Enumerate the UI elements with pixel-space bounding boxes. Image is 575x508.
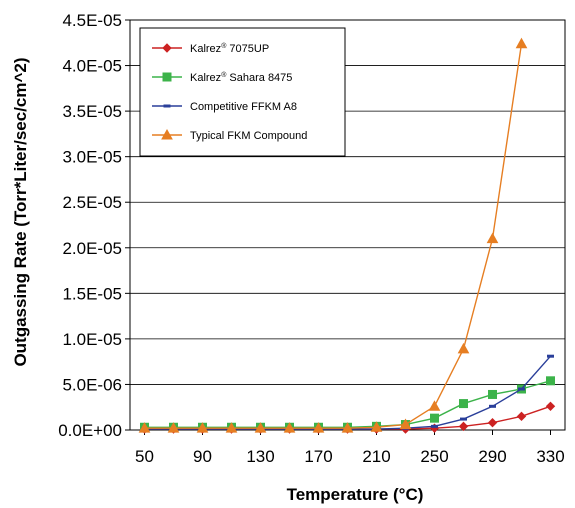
data-point xyxy=(516,411,527,422)
legend-item: Typical FKM Compound xyxy=(152,128,307,142)
y-tick-label: 2.0E-05 xyxy=(62,239,122,258)
data-point xyxy=(254,422,267,433)
x-tick-label: 50 xyxy=(135,447,154,466)
y-tick-label: 3.0E-05 xyxy=(62,148,122,167)
legend-label: Kalrez® Sahara 8475 xyxy=(190,71,292,84)
legend-label: Kalrez® 7075UP xyxy=(190,42,269,55)
data-point xyxy=(431,424,438,428)
data-point xyxy=(486,232,499,244)
data-point xyxy=(488,389,497,399)
data-point xyxy=(547,354,554,358)
data-point xyxy=(487,418,498,428)
x-tick-label: 170 xyxy=(304,447,332,466)
y-tick-label: 2.5E-05 xyxy=(62,193,122,212)
data-point xyxy=(312,422,325,433)
data-point xyxy=(167,422,180,433)
series-line xyxy=(144,380,551,428)
legend-swatch-marker xyxy=(161,128,173,140)
axes: 0.0E+00 5.0E-06 1.0E-05 1.5E-05 2.0E-05 2.5E-… xyxy=(58,11,566,466)
y-tick-label: 1.5E-05 xyxy=(62,284,122,303)
x-tick-label: 130 xyxy=(246,447,274,466)
data-point xyxy=(546,376,555,386)
x-tick-label: 210 xyxy=(362,447,390,466)
data-point xyxy=(225,422,238,433)
x-axis-title: Temperature (°C) xyxy=(287,485,424,504)
y-tick-label: 1.0E-05 xyxy=(62,330,122,349)
series-4 xyxy=(138,37,528,433)
legend-swatch-marker xyxy=(162,72,172,82)
y-axis-title: Outgassing Rate (Torr*Liter/sec/cm^2) xyxy=(11,57,30,366)
y-tick-label: 4.5E-05 xyxy=(62,11,122,30)
y-tick-label: 4.0E-05 xyxy=(62,57,122,76)
data-point xyxy=(457,342,470,354)
data-point xyxy=(460,417,467,421)
legend: Kalrez® 7075UP Kalrez® Sahara 8475 Competi… xyxy=(139,27,346,157)
x-tick-label: 90 xyxy=(193,447,212,466)
legend-swatch-marker xyxy=(162,43,172,53)
data-point xyxy=(399,418,412,430)
series-line xyxy=(144,43,523,429)
data-point xyxy=(196,422,209,433)
data-point xyxy=(515,37,528,49)
x-tick-label: 330 xyxy=(536,447,564,466)
data-point xyxy=(430,413,439,423)
legend-swatch-marker xyxy=(163,104,171,108)
data-point xyxy=(341,422,354,433)
data-point xyxy=(518,387,525,391)
data-point xyxy=(370,421,383,432)
x-tick-label: 250 xyxy=(420,447,448,466)
x-tick-label: 290 xyxy=(478,447,506,466)
y-tick-label: 0.0E+00 xyxy=(58,421,122,440)
series-group xyxy=(138,37,556,434)
y-tick-label: 5.0E-06 xyxy=(62,375,122,394)
data-point xyxy=(428,400,441,411)
data-point xyxy=(138,422,151,433)
y-tick-label: 3.5E-05 xyxy=(62,102,122,121)
data-point xyxy=(545,401,556,412)
data-point xyxy=(489,404,496,408)
legend-label: Competitive FFKM A8 xyxy=(190,101,297,113)
legend-item: Competitive FFKM A8 xyxy=(152,101,297,113)
data-point xyxy=(459,399,468,409)
data-point xyxy=(458,421,469,432)
legend-label: Typical FKM Compound xyxy=(190,130,307,142)
data-point xyxy=(283,422,296,433)
legend-item: Kalrez® 7075UP xyxy=(152,42,269,55)
legend-item: Kalrez® Sahara 8475 xyxy=(152,71,292,84)
